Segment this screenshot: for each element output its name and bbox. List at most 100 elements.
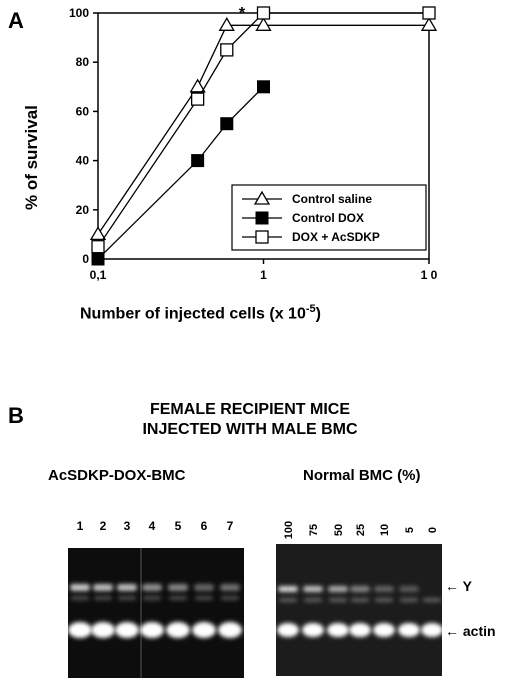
right-faint-band-2 bbox=[329, 598, 347, 602]
data-point-1-2 bbox=[220, 117, 234, 131]
right-lane-label-75: 75 bbox=[308, 524, 320, 536]
data-point-2-4 bbox=[422, 6, 436, 20]
series-0 bbox=[89, 17, 438, 241]
left-lane-label-4: 4 bbox=[149, 519, 156, 533]
right-actin-band-2 bbox=[327, 623, 349, 637]
legend-marker-0 bbox=[253, 190, 271, 205]
right-faint-band-3 bbox=[351, 598, 369, 602]
right-actin-band-4 bbox=[373, 623, 395, 637]
right-y-band-0 bbox=[278, 586, 298, 592]
gel-right-title: Normal BMC (%) bbox=[303, 467, 421, 484]
data-point-2-2 bbox=[220, 43, 234, 57]
right-y-band-1 bbox=[303, 586, 323, 592]
x-tick-label-1: 1 bbox=[260, 268, 267, 282]
gel-images: 1 2 3 4 5 6 7 100 75 50 25 10 5 0 bbox=[68, 519, 443, 678]
left-y-band-3 bbox=[142, 584, 162, 591]
gel-left-title: AcSDKP-DOX-BMC bbox=[48, 467, 186, 484]
series-line-1 bbox=[97, 86, 264, 260]
band-y-text: Y bbox=[462, 578, 472, 594]
left-faint-band-5 bbox=[195, 596, 213, 600]
series-1 bbox=[91, 80, 270, 266]
left-gel bbox=[68, 548, 244, 678]
x-axis-label-suffix: ) bbox=[315, 305, 321, 323]
y-tick-label-0: 0 bbox=[82, 252, 89, 266]
right-faint-band-4 bbox=[375, 598, 393, 602]
right-y-band-5 bbox=[399, 586, 419, 592]
left-faint-band-6 bbox=[221, 596, 239, 600]
gel-heading-line2: INJECTED WITH MALE BMC bbox=[142, 421, 358, 438]
right-lane-label-0: 0 bbox=[427, 527, 439, 533]
left-lane-label-1: 1 bbox=[77, 519, 84, 533]
left-actin-band-0 bbox=[68, 622, 92, 638]
left-faint-band-0 bbox=[71, 596, 89, 600]
left-y-band-6 bbox=[220, 584, 240, 591]
right-lane-label-25: 25 bbox=[355, 524, 367, 536]
panel-a-label: A bbox=[8, 8, 24, 33]
data-point-0-0 bbox=[89, 226, 107, 241]
right-faint-band-5 bbox=[400, 598, 418, 602]
y-tick-label-80: 80 bbox=[76, 55, 90, 69]
data-point-1-1 bbox=[191, 154, 205, 168]
left-lane-label-3: 3 bbox=[124, 519, 131, 533]
left-faint-band-4 bbox=[169, 596, 187, 600]
data-point-0-3 bbox=[255, 17, 272, 31]
right-lane-label-5: 5 bbox=[404, 527, 416, 533]
gel-heading: FEMALE RECIPIENT MICE INJECTED WITH MALE… bbox=[60, 400, 440, 440]
legend-marker-2 bbox=[255, 230, 269, 244]
right-faint-band-1 bbox=[304, 598, 322, 602]
gel-heading-line1: FEMALE RECIPIENT MICE bbox=[149, 401, 350, 418]
right-y-band-3 bbox=[350, 586, 370, 592]
left-actin-band-1 bbox=[91, 622, 115, 638]
data-point-1-3 bbox=[257, 80, 270, 94]
x-tick-label-2: 1 0 bbox=[421, 268, 438, 282]
data-point-2-1 bbox=[190, 92, 205, 106]
right-lane-label-10: 10 bbox=[379, 524, 391, 536]
right-actin-band-5 bbox=[398, 623, 420, 637]
right-actin-band-6 bbox=[421, 623, 443, 637]
left-actin-band-5 bbox=[192, 622, 216, 638]
right-y-band-2 bbox=[328, 586, 348, 592]
data-point-0-4 bbox=[420, 17, 438, 31]
left-faint-band-2 bbox=[118, 596, 136, 600]
legend-entry-1: Control DOX bbox=[292, 211, 364, 225]
right-lane-label-50: 50 bbox=[333, 524, 345, 536]
right-actin-band-0 bbox=[277, 623, 299, 637]
band-actin-text: actin bbox=[462, 623, 496, 639]
left-lane-label-2: 2 bbox=[100, 519, 107, 533]
band-actin-label: ← actin bbox=[445, 623, 496, 639]
right-lane-label-100: 100 bbox=[283, 521, 295, 539]
significance-annotation: * bbox=[239, 5, 246, 22]
x-axis-label: Number of injected cells (x 10-5) bbox=[80, 303, 321, 323]
right-gel bbox=[276, 544, 442, 676]
right-faint-band-6 bbox=[423, 598, 441, 602]
y-tick-label-40: 40 bbox=[76, 154, 90, 168]
legend: Control saline Control DOX DOX + AcSDKP bbox=[231, 184, 427, 251]
y-tick-label-100: 100 bbox=[69, 6, 89, 20]
left-faint-band-1 bbox=[94, 596, 112, 600]
left-lane-label-7: 7 bbox=[227, 519, 234, 533]
data-point-0-2 bbox=[218, 17, 235, 31]
data-point-0-1 bbox=[189, 78, 206, 93]
x-tick-label-0: 0,1 bbox=[90, 268, 107, 282]
left-actin-band-4 bbox=[166, 622, 190, 638]
left-actin-band-3 bbox=[140, 622, 164, 638]
data-point-2-3 bbox=[256, 6, 271, 20]
left-y-band-5 bbox=[194, 584, 214, 591]
legend-entry-2: DOX + AcSDKP bbox=[292, 230, 380, 244]
left-lane-label-6: 6 bbox=[201, 519, 208, 533]
y-tick-label-60: 60 bbox=[76, 104, 90, 118]
right-actin-band-3 bbox=[349, 623, 371, 637]
left-actin-band-6 bbox=[218, 622, 242, 638]
right-faint-band-0 bbox=[279, 598, 297, 602]
band-y-label: ← Y bbox=[445, 578, 472, 594]
series-2 bbox=[91, 6, 436, 254]
left-y-band-1 bbox=[93, 584, 113, 591]
left-lane-label-5: 5 bbox=[175, 519, 182, 533]
left-y-band-0 bbox=[70, 584, 90, 591]
y-tick-label-20: 20 bbox=[76, 203, 90, 217]
legend-marker-1 bbox=[255, 211, 269, 225]
left-faint-band-3 bbox=[143, 596, 161, 600]
panel-b-label: B bbox=[8, 403, 24, 428]
right-actin-band-1 bbox=[302, 623, 324, 637]
right-y-band-4 bbox=[374, 586, 394, 592]
